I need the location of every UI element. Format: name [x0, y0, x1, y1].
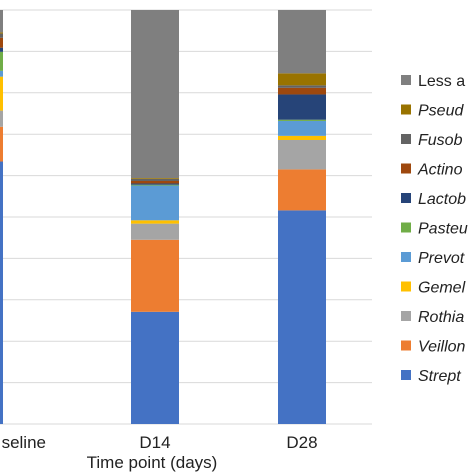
bar-segment [278, 135, 326, 140]
legend-swatch [401, 163, 411, 174]
legend-swatch [401, 193, 411, 203]
bar-segment [131, 178, 179, 179]
bar-segment [0, 51, 3, 71]
legend-swatch [401, 222, 411, 233]
legend-swatch [401, 370, 411, 380]
legend-label: Lactob [418, 191, 466, 208]
bar-segment [131, 10, 179, 179]
bar-segment [131, 311, 179, 424]
legend-label: Pseud [418, 103, 464, 120]
legend-swatch [401, 75, 411, 85]
bar-segment [0, 37, 3, 48]
legend-swatch [401, 311, 411, 321]
legend-swatch [401, 252, 411, 262]
bar-segment [131, 178, 179, 181]
bar-segment [0, 110, 3, 127]
bar-segment [131, 185, 179, 221]
legend-label: Fusob [418, 132, 463, 149]
x-tick-label: D14 [139, 433, 170, 452]
x-axis-title: Time point (days) [87, 453, 218, 472]
bar-stacks [0, 10, 326, 425]
legend-label: Strept [418, 368, 461, 385]
bar-segment [0, 32, 3, 34]
legend: Less a Pseud Fusob Actino Lactob Pasteu Prevot… [401, 73, 468, 385]
legend-label: Less a [418, 73, 465, 90]
bar-segment [0, 161, 3, 425]
bar-segment [131, 223, 179, 240]
bar-segment [131, 220, 179, 224]
legend-label: Rothia [418, 309, 464, 326]
legend-swatch [401, 134, 411, 144]
bar-segment [0, 10, 3, 33]
bar-segment [278, 119, 326, 121]
legend-swatch [401, 104, 411, 115]
legend-label: Veillon [418, 339, 466, 356]
bar-segment [0, 126, 3, 162]
bar-segment [131, 180, 179, 184]
legend-label: Actino [417, 162, 463, 179]
bar-segment [278, 73, 326, 86]
bar-segment [278, 169, 326, 211]
bar-segment [131, 184, 179, 186]
bar-segment [278, 120, 326, 136]
bar-segment [278, 94, 326, 120]
bar-segment [0, 33, 3, 38]
x-tick-label: D28 [286, 433, 317, 452]
legend-label: Pasteu [418, 221, 468, 238]
bar-segment [278, 210, 326, 424]
legend-label: Prevot [418, 250, 465, 267]
legend-swatch [401, 340, 411, 351]
bar-segment [278, 87, 326, 95]
x-tick-labels: seline D14 D28 [2, 433, 318, 452]
x-tick-label: seline [2, 433, 46, 452]
bar-segment [131, 239, 179, 312]
legend-label: Gemel [418, 280, 466, 297]
bar-segment [278, 10, 326, 74]
bar-segment [278, 139, 326, 170]
bar-segment [0, 70, 3, 77]
bar-segment [278, 85, 326, 88]
bar-segment [131, 183, 179, 185]
bar-segment [0, 47, 3, 52]
legend-swatch [401, 281, 411, 292]
bar-segment [0, 76, 3, 111]
